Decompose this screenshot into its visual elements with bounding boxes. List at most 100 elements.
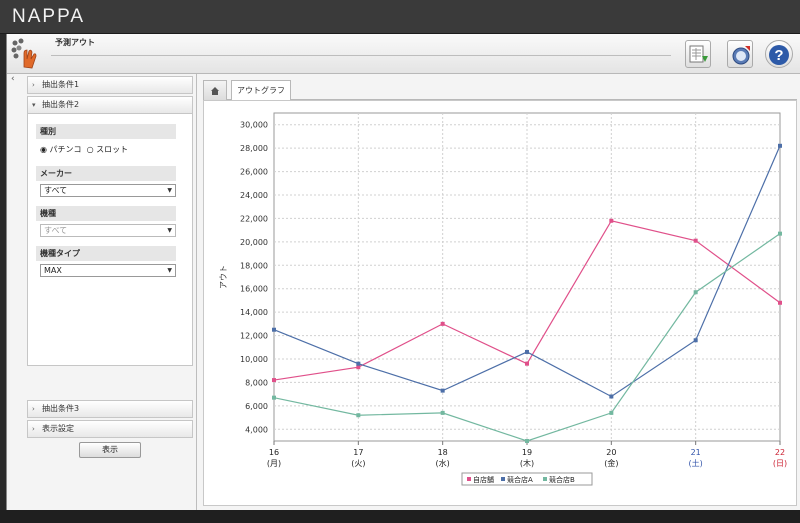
panel-header-condition1[interactable]: › 抽出条件1: [27, 76, 193, 94]
chevron-right-icon: ›: [32, 421, 42, 437]
x-tick-label: 21: [691, 448, 701, 457]
radio-pachinko[interactable]: ◉ パチンコ: [40, 145, 82, 154]
x-tick-label: 20: [606, 448, 616, 457]
panel-title: 抽出条件3: [42, 404, 79, 413]
data-point: [356, 362, 360, 366]
x-tick-label: 18: [438, 448, 448, 457]
x-tick-label: (土): [689, 458, 703, 468]
x-tick-label: (水): [436, 458, 450, 468]
brand-logo: NAPPA: [12, 6, 85, 28]
panel-header-display-settings[interactable]: › 表示設定: [27, 420, 193, 438]
data-point: [609, 411, 613, 415]
chevron-down-icon: ▼: [167, 185, 172, 196]
y-tick-label: 16,000: [240, 285, 268, 294]
title-bar: NAPPA: [0, 0, 800, 34]
data-point: [778, 232, 782, 236]
panel-title: 表示設定: [42, 424, 74, 433]
x-tick-label: (月): [267, 459, 281, 468]
data-point: [525, 362, 529, 366]
data-point: [609, 394, 613, 398]
legend-label: 競合店A: [507, 475, 533, 484]
x-tick-label: 16: [269, 448, 279, 457]
screen-title: 予測アウト: [55, 37, 95, 48]
data-point: [441, 411, 445, 415]
data-point: [609, 219, 613, 223]
svg-text:?: ?: [774, 47, 783, 64]
data-point: [525, 350, 529, 354]
home-icon: [210, 89, 220, 98]
y-tick-label: 24,000: [240, 191, 268, 200]
condition2-panel-body: 種別 ◉ パチンコ ○ スロット メーカー すべて ▼ 機種 すべて ▼ 機種タ…: [27, 114, 193, 366]
model-label: 機種: [36, 206, 176, 221]
data-point: [356, 365, 360, 369]
data-point: [778, 301, 782, 305]
y-tick-label: 4,000: [245, 425, 268, 434]
x-tick-label: 17: [353, 448, 363, 457]
chevron-right-icon: ›: [32, 401, 42, 417]
y-tick-label: 22,000: [240, 214, 268, 223]
x-tick-label: 22: [775, 448, 785, 457]
y-tick-label: 8,000: [245, 378, 268, 387]
chevron-down-icon: ▼: [167, 265, 172, 276]
data-point: [694, 290, 698, 294]
export-csv-button[interactable]: [685, 40, 711, 68]
out-line-chart: 4,000 6,000 8,000 10,000 12,000 14,000 16,000 1…: [204, 101, 796, 505]
app-header: 予測アウト: [7, 34, 800, 74]
data-point: [694, 338, 698, 342]
x-tick-label: (木): [520, 458, 534, 468]
data-point: [441, 389, 445, 393]
data-point: [356, 413, 360, 417]
sidebar: ‹ › 抽出条件1 ▾ 抽出条件2 種別 ◉ パチンコ ○ スロット メーカー すべ…: [7, 74, 197, 510]
panel-header-condition3[interactable]: › 抽出条件3: [27, 400, 193, 418]
kind-radio-group: ◉ パチンコ ○ スロット: [40, 144, 128, 155]
tab-out-graph[interactable]: アウトグラフ: [231, 80, 291, 101]
data-point: [272, 328, 276, 332]
tab-bar: アウトグラフ: [203, 80, 797, 100]
data-point: [272, 396, 276, 400]
data-point: [694, 239, 698, 243]
data-point: [441, 322, 445, 326]
kind-label: 種別: [36, 124, 176, 139]
panel-title: 抽出条件2: [42, 100, 79, 109]
main-content: アウトグラフ 4,000 6,000 8,000 10,000 12,000 14,000…: [197, 74, 800, 510]
radio-slot[interactable]: ○ スロット: [87, 145, 129, 154]
y-tick-label: 30,000: [240, 121, 268, 130]
legend-marker: [467, 477, 471, 481]
data-point: [778, 144, 782, 148]
app-window: 予測アウト: [6, 34, 800, 510]
legend-marker: [543, 477, 547, 481]
header-divider: [51, 55, 671, 56]
help-button[interactable]: ?: [765, 40, 793, 68]
bottom-bar: [0, 510, 800, 523]
y-tick-label: 12,000: [240, 332, 268, 341]
x-tick-label: (火): [351, 459, 365, 468]
tab-home[interactable]: [203, 80, 227, 100]
chart-panel: 4,000 6,000 8,000 10,000 12,000 14,000 16,000 1…: [203, 100, 797, 506]
data-point: [525, 439, 529, 443]
panel-header-condition2[interactable]: ▾ 抽出条件2: [27, 96, 193, 114]
x-tick-label: 19: [522, 448, 532, 457]
legend-marker: [501, 477, 505, 481]
x-tick-label: (日): [773, 459, 787, 468]
x-tick-label: (金): [604, 458, 618, 468]
chevron-down-icon: ▾: [32, 97, 42, 113]
legend-label: 競合店B: [549, 475, 575, 484]
collapse-sidebar-icon[interactable]: ‹: [11, 74, 15, 84]
url-button[interactable]: [727, 40, 753, 68]
y-tick-label: 10,000: [240, 355, 268, 364]
show-button[interactable]: 表示: [79, 442, 141, 458]
y-axis-label: アウト: [219, 265, 228, 289]
y-tick-label: 14,000: [240, 308, 268, 317]
model-select[interactable]: すべて ▼: [40, 224, 176, 237]
y-tick-label: 18,000: [240, 261, 268, 270]
data-point: [272, 378, 276, 382]
app-icon[interactable]: [10, 37, 44, 71]
model-type-label: 機種タイプ: [36, 246, 176, 261]
y-tick-label: 20,000: [240, 238, 268, 247]
y-tick-label: 28,000: [240, 144, 268, 153]
maker-select[interactable]: すべて ▼: [40, 184, 176, 197]
model-type-select[interactable]: MAX ▼: [40, 264, 176, 277]
panel-title: 抽出条件1: [42, 80, 79, 89]
legend-label: 自店舗: [473, 475, 494, 484]
chevron-down-icon: ▼: [167, 225, 172, 236]
